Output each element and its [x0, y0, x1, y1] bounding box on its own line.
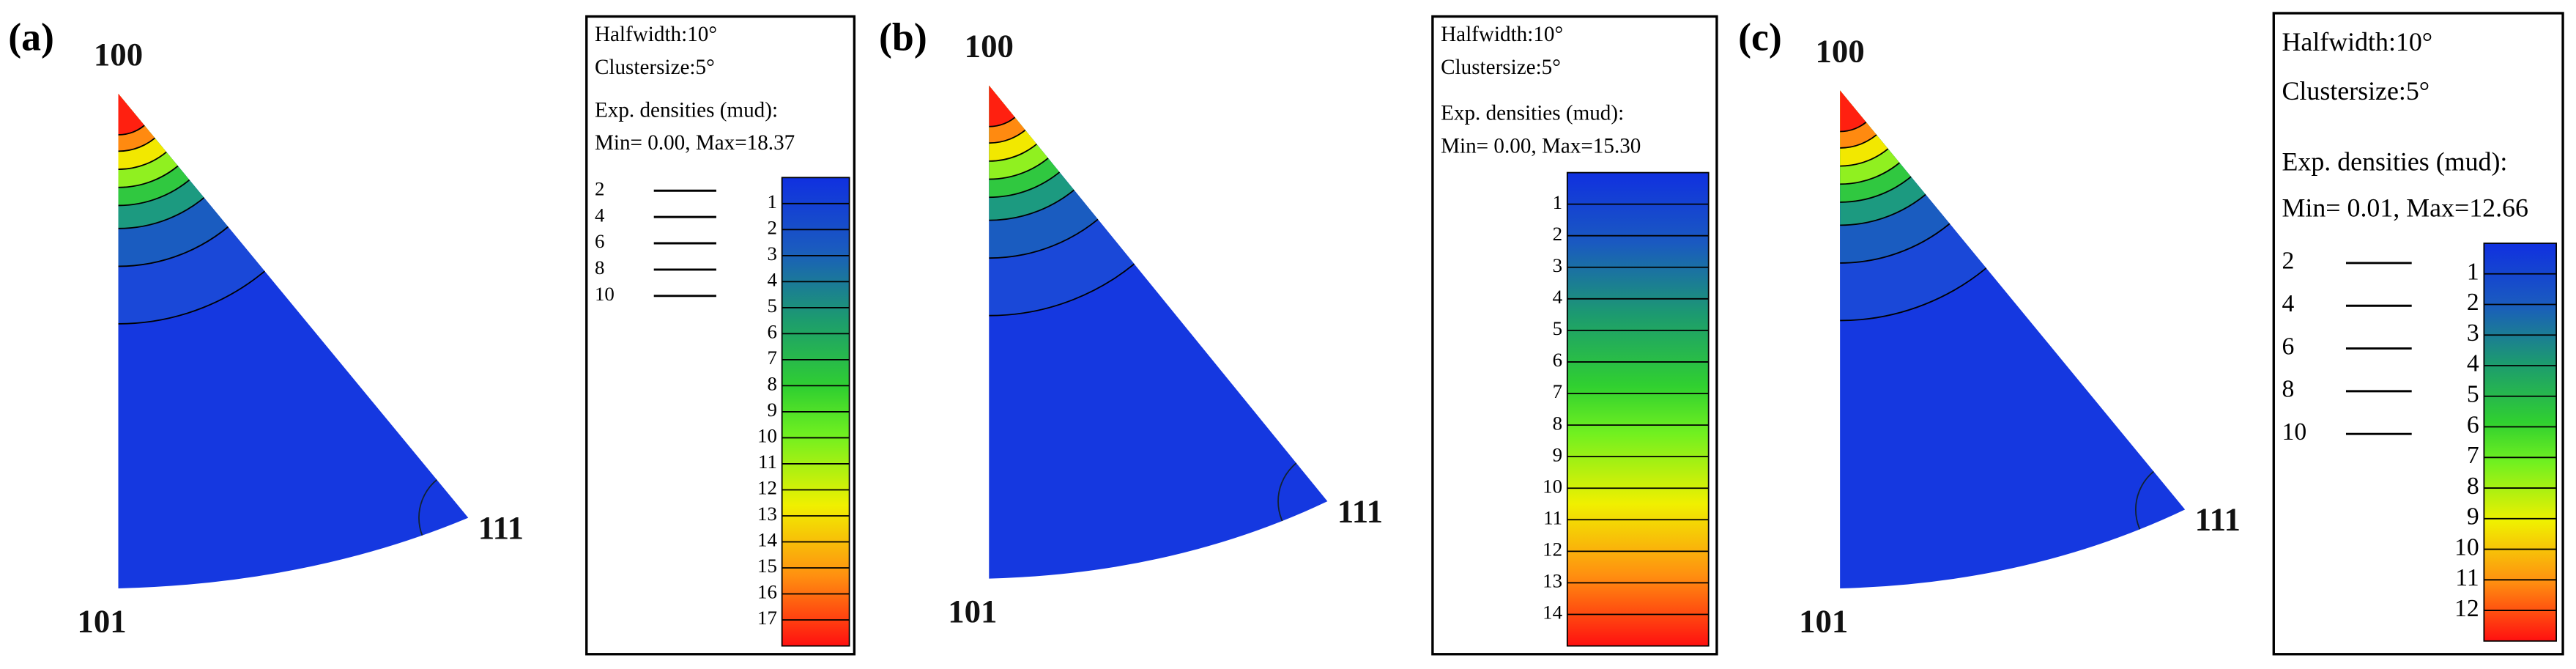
legend-text: Clustersize:5°: [1441, 56, 1561, 79]
legend-text: Clustersize:5°: [2282, 76, 2430, 106]
panel-label: (c): [1738, 15, 1782, 59]
color-bar-label: 16: [757, 581, 777, 603]
color-bar-label: 6: [2467, 411, 2479, 438]
color-bar-label: 4: [1553, 286, 1563, 308]
color-bar-label: 8: [2467, 473, 2479, 500]
color-bar-label: 1: [2467, 258, 2479, 285]
color-bar-label: 5: [1553, 317, 1562, 339]
legend-text: Min= 0.00, Max=15.30: [1441, 135, 1641, 158]
color-bar-label: 5: [767, 295, 776, 317]
corner-label: 100: [965, 28, 1014, 64]
color-bar-label: 7: [1553, 380, 1562, 402]
contour-line: [418, 467, 469, 568]
color-bar-label: 7: [2467, 442, 2479, 469]
color-bar-label: 11: [1543, 506, 1562, 528]
color-bar-label: 13: [757, 503, 777, 525]
panel: (c) 100101111Halfwidth:10°Clustersize:5°E…: [1738, 12, 2564, 656]
color-bar-label: 2: [767, 216, 776, 238]
corner-label: 111: [2195, 501, 2241, 538]
color-bar-label: 15: [757, 555, 777, 577]
corner-label: 111: [478, 509, 524, 546]
contour-label: 4: [2282, 290, 2295, 317]
contour-label: 8: [2282, 376, 2295, 403]
color-bar-label: 12: [757, 477, 777, 499]
contour-label: 8: [595, 256, 604, 278]
color-bar-label: 1: [1553, 191, 1562, 213]
contour-label: 10: [2282, 418, 2307, 446]
color-bar-label: 3: [767, 243, 776, 265]
panel-label: (b): [879, 15, 927, 59]
legend-text: Exp. densities (mud):: [2282, 147, 2508, 177]
legend-text: Clustersize:5°: [595, 56, 715, 79]
color-bar-label: 10: [1543, 475, 1562, 497]
corner-label: 111: [1337, 492, 1383, 529]
color-bar-label: 14: [1543, 602, 1562, 624]
color-bar-label: 5: [2467, 381, 2479, 408]
legend-text: Halfwidth:10°: [2282, 27, 2433, 56]
color-bar-label: 12: [1543, 539, 1562, 561]
legend-text: Halfwidth:10°: [595, 23, 717, 46]
color-bar-label: 10: [757, 425, 777, 447]
contour-label: 10: [595, 283, 615, 305]
contour-label: 6: [2282, 333, 2295, 360]
contour-line: [2134, 459, 2186, 560]
corner-label: 101: [1799, 603, 1848, 640]
color-bar-label: 14: [757, 529, 777, 551]
corner-label: 101: [77, 603, 126, 640]
color-bar-label: 8: [767, 373, 776, 395]
contour-label: 2: [595, 177, 604, 199]
color-bar-label: 9: [2467, 503, 2479, 531]
color-bar-label: 6: [767, 321, 776, 343]
legend-text: Min= 0.00, Max=18.37: [595, 131, 795, 155]
color-bar-label: 9: [767, 399, 776, 421]
contour-line: [1277, 451, 1328, 552]
color-bar-label: 10: [2454, 533, 2479, 561]
color-bar: [2483, 243, 2557, 642]
color-bar-label: 17: [757, 607, 777, 629]
legend-text: Exp. densities (mud):: [1441, 102, 1624, 125]
color-bar-label: 12: [2454, 595, 2479, 622]
panel-label: (a): [8, 15, 54, 59]
color-bar-label: 11: [758, 451, 777, 473]
color-bar-label: 4: [2467, 350, 2479, 377]
contour-label: 4: [595, 204, 605, 226]
corner-label: 101: [948, 593, 997, 629]
legend-text: Exp. densities (mud):: [595, 98, 778, 122]
color-bar-label: 2: [1553, 223, 1562, 245]
color-bar-label: 9: [1553, 443, 1562, 465]
contour-label: 6: [595, 230, 604, 252]
color-bar-label: 11: [2455, 564, 2479, 591]
color-bar-label: 2: [2467, 289, 2479, 316]
color-bar: [1566, 171, 1710, 647]
contour-label: 2: [2282, 248, 2295, 275]
panel: (a) 100101111Halfwidth:10°Clustersize:5°E…: [8, 15, 856, 656]
color-bar-label: 8: [1553, 412, 1562, 434]
color-bar-label: 4: [767, 269, 777, 291]
color-bar-label: 13: [1543, 570, 1562, 592]
color-bar-label: 3: [1553, 254, 1562, 276]
color-bar-label: 7: [767, 347, 776, 369]
corner-label: 100: [94, 36, 143, 73]
color-bar-label: 1: [767, 191, 776, 212]
legend-text: Halfwidth:10°: [1441, 23, 1563, 46]
color-bar-label: 6: [1553, 349, 1562, 371]
corner-label: 100: [1816, 32, 1865, 69]
panel: (b) 100101111Halfwidth:10°Clustersize:5°E…: [879, 15, 1718, 656]
color-bar-label: 3: [2467, 319, 2479, 347]
legend-text: Min= 0.01, Max=12.66: [2282, 193, 2528, 222]
